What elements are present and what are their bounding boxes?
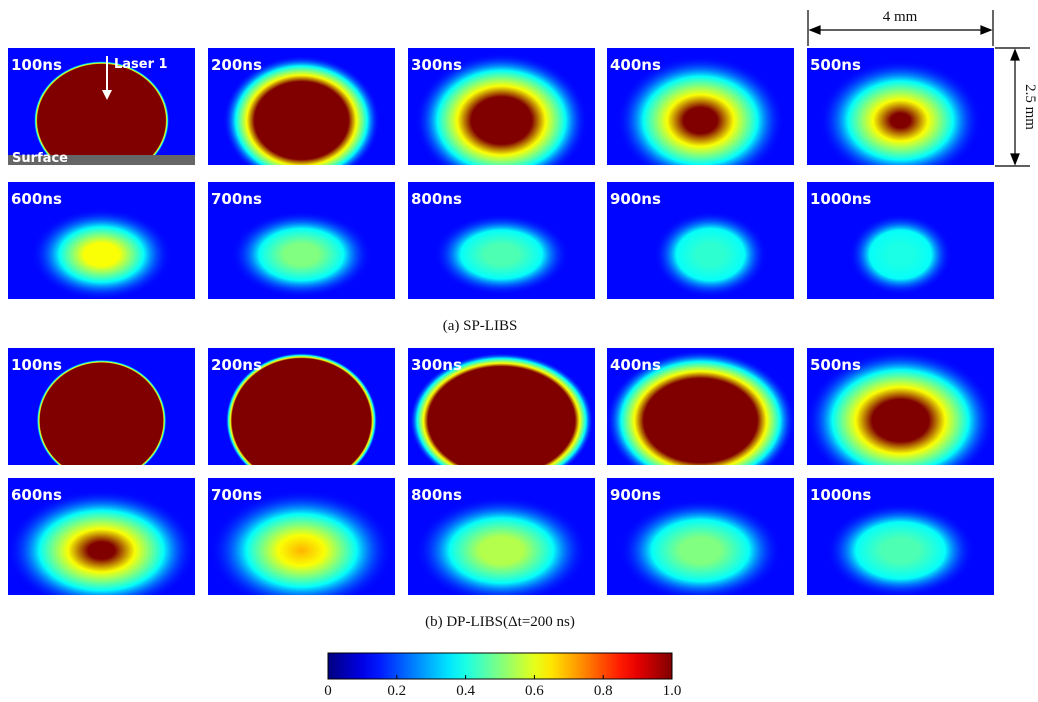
frame-panel: 900ns: [607, 182, 794, 299]
frame-label: 900ns: [610, 190, 661, 208]
plasma-plume: [210, 490, 394, 612]
plasma-plume: [826, 503, 975, 598]
height-label: 2.5 mm: [1022, 84, 1038, 130]
frame-label: 600ns: [11, 190, 62, 208]
frame-panel: 500ns: [807, 48, 994, 181]
plasma-plume: [434, 214, 569, 295]
frame-panel: 200ns: [208, 348, 395, 488]
frame-label: 200ns: [211, 356, 262, 374]
frame-panel: 200ns: [208, 48, 395, 185]
frame-panel: 900ns: [607, 478, 794, 602]
frame-panel: 700ns: [208, 478, 395, 611]
frame-label: 300ns: [411, 356, 462, 374]
frame-label: 1000ns: [810, 486, 871, 504]
frame-panel: 400ns: [606, 348, 795, 491]
caption: (b) DP-LIBS(Δt=200 ns): [425, 614, 575, 630]
frame-panel: 800ns: [408, 182, 595, 299]
frame-panel: 500ns: [806, 348, 995, 491]
frame-label: 800ns: [411, 486, 462, 504]
plasma-plume: [37, 360, 167, 482]
frame-label: 700ns: [211, 486, 262, 504]
frame-label: 600ns: [11, 486, 62, 504]
frame-panel: 300ns: [408, 48, 595, 188]
frame-label: 1000ns: [810, 190, 871, 208]
colorbar-tick-label: 0.6: [525, 683, 544, 699]
colorbar: [328, 653, 672, 679]
frame-panel: 400ns: [607, 48, 794, 185]
frame-panel: 100ns: [8, 348, 195, 481]
frame-label: 700ns: [211, 190, 262, 208]
plasma-plume: [223, 56, 380, 186]
frame-label: 300ns: [411, 56, 462, 74]
caption: (a) SP-LIBS: [443, 318, 518, 334]
colorbar-tick-label: 1.0: [663, 683, 682, 699]
width-label: 4 mm: [883, 9, 918, 25]
frame-label: 100ns: [11, 56, 62, 74]
frame-panel: 700ns: [208, 182, 395, 299]
colorbar-tick-label: 0.8: [594, 683, 613, 699]
frame-label: 500ns: [810, 356, 861, 374]
frame-panel: 800ns: [408, 478, 595, 605]
plasma-plume: [654, 211, 767, 297]
frame-label: 400ns: [610, 356, 661, 374]
plasma-plume: [415, 497, 588, 605]
laser-label: Laser 1: [114, 57, 168, 72]
plasma-plume: [31, 209, 171, 301]
frame-label: 500ns: [810, 56, 861, 74]
frame-panel: 600ns: [8, 182, 195, 300]
frame-panel: 1000ns: [807, 182, 994, 299]
plasma-plume: [231, 211, 371, 297]
colorbar-tick-label: 0.4: [456, 683, 475, 699]
frame-panel: 600ns: [7, 478, 196, 611]
surface-label: Surface: [12, 151, 68, 166]
colorbar-tick-label: 0.2: [387, 683, 406, 699]
frame-label: 900ns: [610, 486, 661, 504]
plasma-plume: [820, 60, 982, 182]
frame-label: 200ns: [211, 56, 262, 74]
plasma-plume: [7, 490, 196, 612]
colorbar-tick-label: 0: [324, 683, 332, 699]
frame-panel: 1000ns: [807, 478, 994, 598]
frame-label: 800ns: [411, 190, 462, 208]
plasma-plume: [620, 499, 782, 602]
frame-panel: 300ns: [408, 348, 595, 488]
figure: (a) SP-LIBS (b) DP-LIBS(Δt=200 ns) 4 mm …: [0, 0, 1038, 702]
frame-label: 400ns: [610, 56, 661, 74]
frame-label: 100ns: [11, 356, 62, 374]
plasma-plume: [849, 214, 952, 295]
plasma-plume: [617, 56, 784, 186]
